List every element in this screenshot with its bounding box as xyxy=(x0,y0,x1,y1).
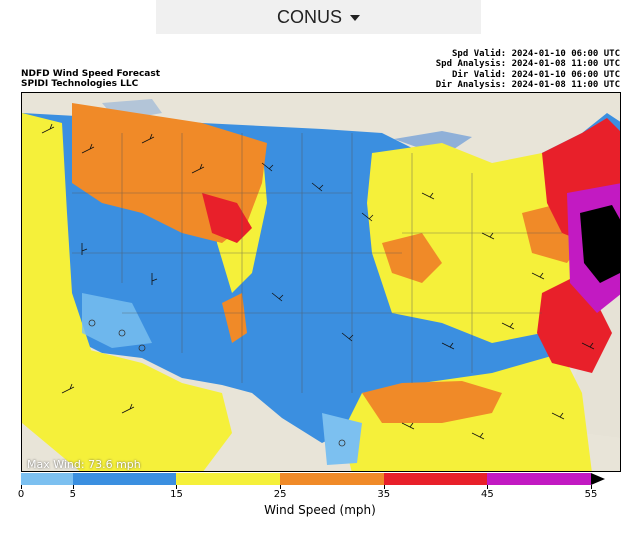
colorbar-segment xyxy=(176,473,281,485)
colorbar-tick xyxy=(383,485,385,489)
colorbar-tick-label: 55 xyxy=(584,489,598,500)
colorbar-tick-label: 45 xyxy=(480,489,494,500)
region-selector[interactable]: CONUS xyxy=(156,0,481,34)
dir-valid-text: Dir Valid: 2024-01-10 06:00 UTC xyxy=(452,69,620,80)
colorbar-tick xyxy=(176,485,178,489)
colorbar-title: Wind Speed (mph) xyxy=(264,503,376,517)
dir-analysis-text: Dir Analysis: 2024-01-08 11:00 UTC xyxy=(435,80,620,91)
colorbar-tick-label: 35 xyxy=(377,489,391,500)
validity-block: Spd Valid: 2024-01-10 06:00 UTC Spd Anal… xyxy=(436,49,620,91)
region-selector-label: CONUS xyxy=(276,6,342,27)
spd-analysis-text: Spd Analysis: 2024-01-08 11:00 UTC xyxy=(435,59,620,70)
colorbar-segment xyxy=(487,473,591,485)
map-title: NDFD Wind Speed Forecast xyxy=(21,69,161,79)
colorbar-tick-label: 15 xyxy=(170,489,183,500)
colorbar-tick xyxy=(72,485,74,489)
colorbar-tick xyxy=(591,485,592,489)
colorbar-segment xyxy=(383,473,488,485)
colorbar-tick xyxy=(487,485,489,489)
colorbar-segment xyxy=(21,473,73,485)
colorbar-tick xyxy=(280,485,282,489)
colorbar-segment xyxy=(72,473,177,485)
map-title-block: NDFD Wind Speed Forecast SPIDI Technolog… xyxy=(21,69,160,89)
caret-down-icon xyxy=(350,15,360,21)
colorbar-tick-label: 5 xyxy=(69,489,76,500)
colorbar-extend-arrow xyxy=(591,473,605,485)
colorbar-segment xyxy=(280,473,384,485)
map-credit: SPIDI Technologies LLC xyxy=(21,79,139,89)
max-wind-label: Max Wind: 73.6 mph xyxy=(27,458,141,471)
spd-valid-text: Spd Valid: 2024-01-10 06:00 UTC xyxy=(452,49,620,59)
wind-speed-map[interactable] xyxy=(21,92,621,472)
colorbar-tick xyxy=(21,485,22,489)
colorbar-tick-label: 25 xyxy=(273,489,287,500)
colorbar-tick-label: 0 xyxy=(17,489,25,500)
wind-speed-map-canvas xyxy=(22,93,620,471)
